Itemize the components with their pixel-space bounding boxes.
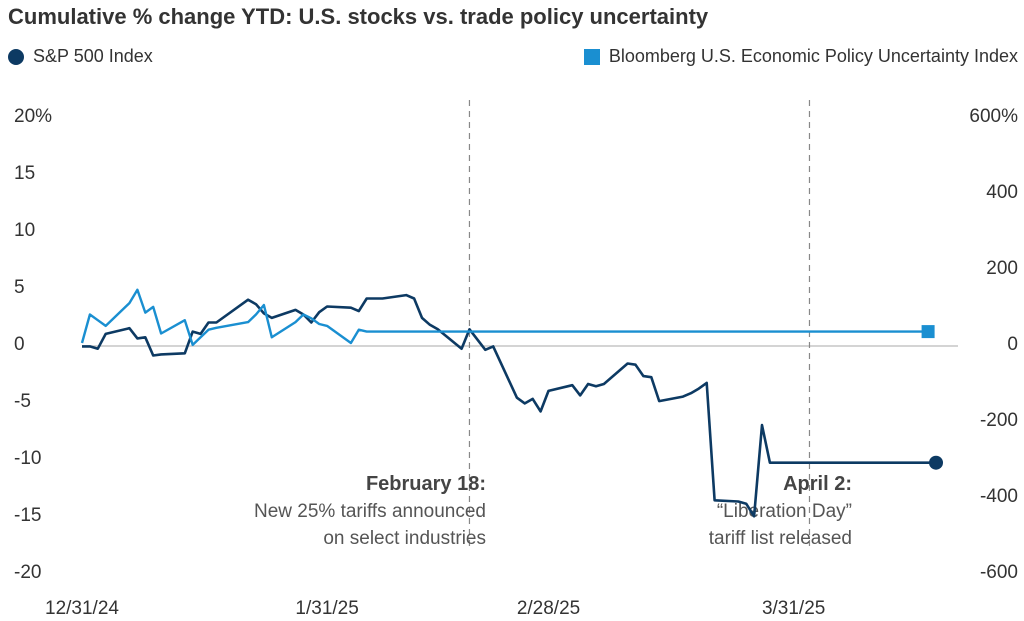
sp500-end-marker xyxy=(929,455,943,470)
y-left-tick-label: 0 xyxy=(14,334,25,355)
legend-sp500-label: S&P 500 Index xyxy=(33,46,153,66)
uncertainty-line xyxy=(80,288,929,347)
y-left-tick-label: 5 xyxy=(14,277,25,298)
uncertainty-square-icon xyxy=(583,48,600,65)
y-left-tick-label: -5 xyxy=(14,391,31,412)
annotation-february-18: February 18: New 25% tariffs announced o… xyxy=(254,473,486,549)
y-right-tick-label: 0 xyxy=(1007,334,1018,355)
annotation-feb-heading: February 18: xyxy=(366,473,486,495)
annotation-april-2: April 2: “Liberation Day” tariff list re… xyxy=(709,473,852,549)
y-left-tick-label: 15 xyxy=(14,163,35,184)
y-right-tick-label: -200 xyxy=(980,410,1018,431)
x-tick-label: 1/31/25 xyxy=(295,598,358,619)
y-left-tick-label: -20 xyxy=(14,562,41,583)
y-right-tick-label: -600 xyxy=(980,562,1018,583)
x-tick-label: 12/31/24 xyxy=(45,598,119,619)
annotation-apr-line-1: “Liberation Day” xyxy=(717,501,852,522)
legend-sp500: S&P 500 Index xyxy=(8,46,153,67)
y-right-tick-label: 600% xyxy=(969,106,1018,127)
legend-uncertainty-label: Bloomberg U.S. Economic Policy Uncertain… xyxy=(608,46,1018,66)
sp500-line xyxy=(82,293,936,518)
uncertainty-end-marker xyxy=(921,325,935,339)
y-right-tick-label: 400 xyxy=(986,182,1018,203)
y-left-tick-label: 20% xyxy=(14,106,52,127)
x-tick-label: 3/31/25 xyxy=(762,598,825,619)
annotation-feb-line-2: on select industries xyxy=(323,528,486,549)
legend-uncertainty: Bloomberg U.S. Economic Policy Uncertain… xyxy=(583,46,1018,67)
y-right-tick-label: -400 xyxy=(980,486,1018,507)
chart-title: Cumulative % change YTD: U.S. stocks vs.… xyxy=(8,4,709,29)
y-right-tick-label: 200 xyxy=(986,258,1018,279)
annotation-apr-line-2: tariff list released xyxy=(709,528,852,549)
sp500-circle-icon xyxy=(8,48,24,65)
y-left-tick-label: 10 xyxy=(14,220,35,241)
annotation-feb-line-1: New 25% tariffs announced xyxy=(254,501,486,522)
x-tick-label: 2/28/25 xyxy=(517,598,580,619)
y-left-tick-label: -15 xyxy=(14,505,41,526)
y-left-tick-label: -10 xyxy=(14,448,41,469)
annotation-apr-heading: April 2: xyxy=(783,473,852,495)
